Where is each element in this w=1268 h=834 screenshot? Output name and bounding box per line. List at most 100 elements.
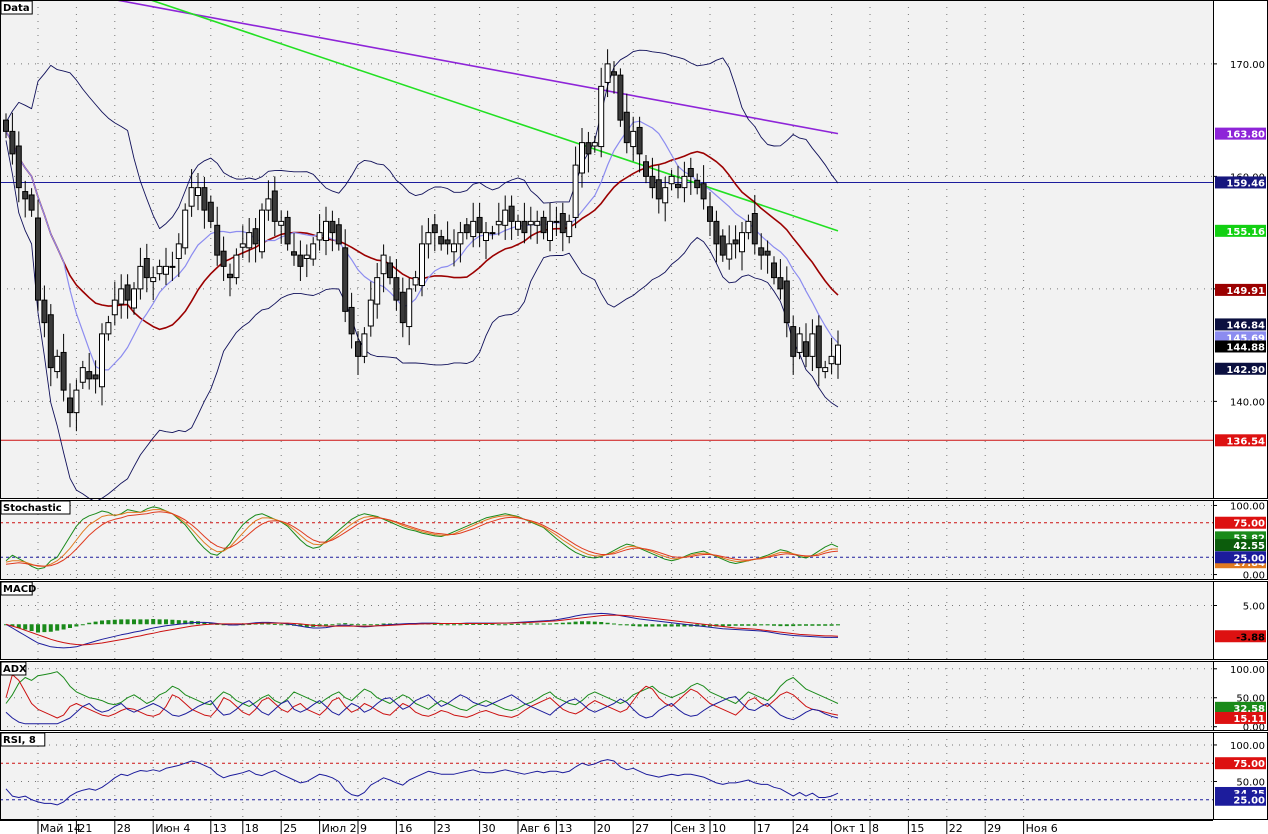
candle-body: [751, 213, 758, 245]
candle-body: [406, 288, 413, 328]
price-tag: [1215, 551, 1266, 564]
candle-body: [188, 187, 195, 207]
date-label: 10: [712, 822, 726, 834]
histogram-bar: [644, 624, 648, 627]
histogram-bar: [202, 622, 207, 625]
candle-body: [239, 243, 246, 248]
candles: [3, 49, 841, 432]
candle-body: [463, 224, 470, 234]
candle-body: [457, 232, 464, 245]
candle-body: [585, 142, 592, 155]
panel-title: Data: [3, 3, 30, 14]
date-label: Окт 1: [834, 822, 866, 834]
y-tick-label: 170.00: [1230, 60, 1265, 71]
y-tick-label: 140.00: [1230, 397, 1265, 408]
panel-title: ADX: [3, 664, 27, 675]
candle-body: [361, 333, 368, 357]
price-tag: [1215, 539, 1266, 552]
candle-body: [815, 325, 822, 369]
candle-body: [105, 322, 112, 335]
histogram-bar: [535, 623, 540, 625]
candle-body: [579, 142, 585, 174]
price-tag: [1215, 318, 1266, 331]
histogram-bar: [810, 624, 815, 626]
histogram-bar: [260, 623, 264, 625]
histogram-bar: [496, 624, 501, 626]
histogram-bar: [61, 624, 66, 630]
date-label: 13: [558, 822, 572, 834]
candle-body: [739, 232, 745, 253]
histogram-bar: [720, 624, 725, 627]
date-label: 23: [437, 822, 451, 834]
price-tag: [1215, 701, 1266, 714]
candle-body: [726, 243, 733, 260]
histogram-bar: [138, 619, 143, 625]
panel-background: [0, 0, 1213, 499]
candle-body: [233, 254, 240, 279]
price-tag: [1215, 176, 1266, 189]
panel-background: [0, 661, 1213, 731]
histogram-bar: [746, 624, 751, 626]
panel-background: [0, 732, 1213, 820]
candle-body: [604, 63, 611, 83]
candle-body: [207, 201, 214, 222]
histogram-bar: [477, 623, 482, 625]
histogram-bar: [208, 622, 213, 625]
candle-body: [771, 262, 777, 279]
price-tag: [1215, 711, 1266, 724]
candle-body: [329, 220, 336, 234]
candle-body: [99, 333, 105, 388]
date-label: Июл 2: [322, 822, 357, 834]
histogram-bar: [516, 623, 520, 625]
histogram-bar: [176, 620, 181, 625]
histogram-bar: [778, 624, 783, 627]
indicator-line: [5, 511, 839, 567]
date-label: 24: [795, 822, 809, 834]
histogram-bar: [272, 623, 277, 625]
candle-body: [796, 333, 803, 353]
panel-background: [0, 581, 1213, 660]
candle-body: [489, 232, 496, 235]
candle-body: [271, 190, 278, 222]
histogram-bar: [36, 624, 40, 633]
candle-body: [92, 374, 99, 380]
candle-body: [150, 277, 157, 283]
candle-body: [73, 389, 80, 414]
histogram-bar: [727, 624, 732, 627]
histogram-bar: [183, 620, 188, 625]
histogram-bar: [464, 623, 469, 625]
price-tag-label: 136.54: [1226, 436, 1265, 447]
price-tag-label: 163.80: [1226, 130, 1265, 141]
date-label: Май 14: [40, 822, 81, 834]
candle-body: [707, 206, 713, 222]
histogram-bar: [42, 624, 47, 633]
histogram-bar: [16, 624, 21, 628]
date-label: 9: [360, 822, 367, 834]
candle-body: [22, 191, 29, 200]
histogram-bar: [573, 621, 578, 625]
candle-body: [86, 371, 93, 380]
candle-body: [118, 288, 125, 305]
candle-body: [259, 209, 265, 253]
candle-body: [508, 205, 515, 222]
panel-title-box: [0, 500, 71, 515]
y-tick-label: 0.00: [1243, 571, 1265, 582]
y-tick-label: 100.00: [1230, 665, 1265, 676]
histogram-bar: [522, 623, 527, 625]
histogram-bar: [388, 623, 392, 625]
candle-body: [124, 284, 131, 301]
candle-body: [131, 288, 137, 309]
histogram-bar: [637, 624, 642, 627]
histogram-bar: [144, 619, 149, 625]
candle-body: [783, 280, 790, 324]
price-tag: [1215, 331, 1266, 344]
candle-body: [630, 130, 637, 148]
histogram-bar: [458, 624, 463, 626]
candle-body: [649, 175, 656, 189]
price-tag-label: 146.84: [1226, 320, 1265, 331]
histogram-bar: [285, 624, 290, 626]
histogram-bar: [452, 624, 456, 626]
histogram-bar: [701, 624, 706, 627]
